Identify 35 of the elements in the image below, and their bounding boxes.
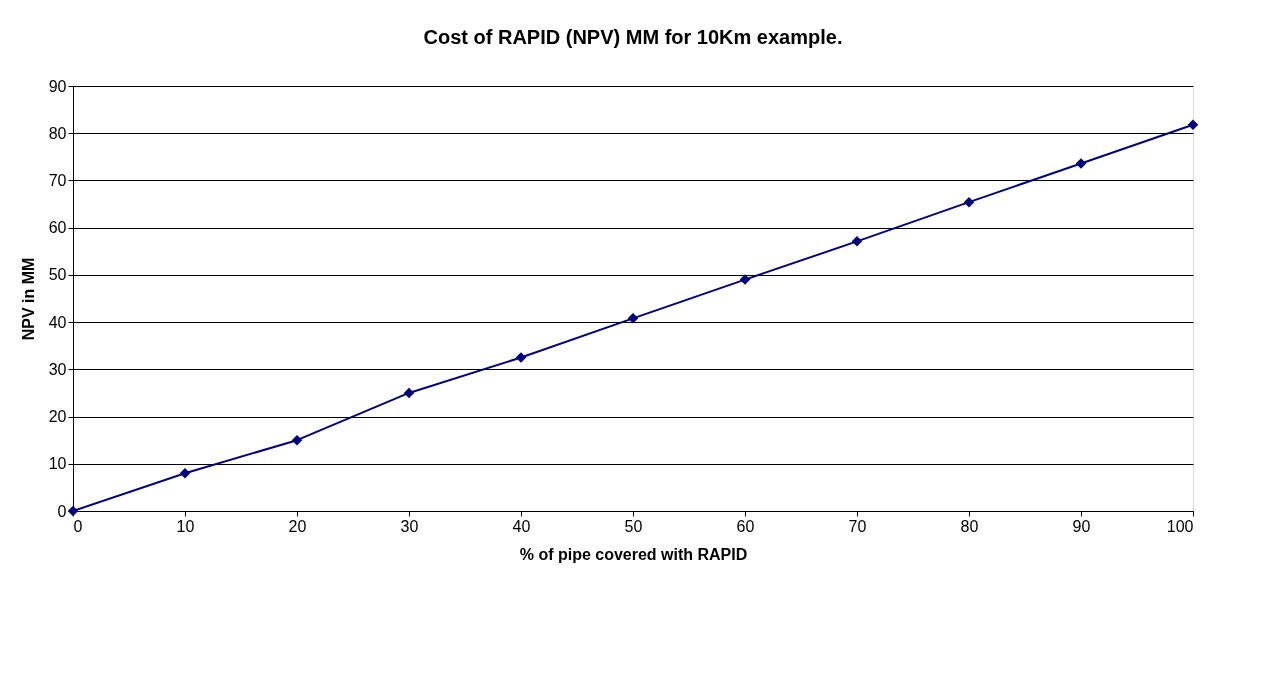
point: [403, 387, 415, 399]
y-tick-label: 30: [48, 360, 67, 378]
y-tick-label: 40: [48, 313, 67, 331]
y-tick-label: 0: [57, 502, 67, 520]
x-tick-label: 20: [288, 517, 307, 535]
x-tick-label: 30: [400, 517, 419, 535]
x-tick-label: 0: [73, 517, 83, 535]
y-tick-label: 90: [48, 77, 67, 95]
point: [1075, 158, 1087, 169]
x-axis-title: % of pipe covered with RAPID: [519, 545, 748, 563]
point: [627, 313, 639, 324]
x-tick-label: 70: [848, 517, 867, 535]
point: [739, 274, 751, 285]
y-tick-label: 20: [48, 408, 67, 426]
point: [851, 236, 863, 247]
point: [291, 434, 303, 446]
point: [179, 467, 191, 479]
x-tick-label: 100: [1166, 517, 1194, 535]
x-tick-label: 40: [512, 517, 531, 535]
y-tick-label: 70: [48, 171, 67, 189]
point: [963, 196, 975, 208]
y-tick-label: 60: [48, 219, 67, 237]
chart-title: Cost of RAPID (NPV) MM for 10Km example.: [423, 26, 843, 48]
y-tick-label: 80: [48, 124, 67, 142]
point: [515, 352, 527, 363]
y-axis-title: NPV in MM: [19, 257, 37, 341]
x-tick-label: 90: [1072, 517, 1091, 535]
x-tick-label: 10: [176, 517, 195, 535]
y-tick-label: 10: [48, 455, 67, 473]
x-tick-label: 50: [624, 517, 643, 535]
x-tick-label: 80: [960, 517, 979, 535]
point: [1187, 119, 1199, 130]
y-tick-label: 50: [48, 266, 67, 284]
point: [67, 505, 79, 517]
x-tick-label: 60: [736, 517, 755, 535]
